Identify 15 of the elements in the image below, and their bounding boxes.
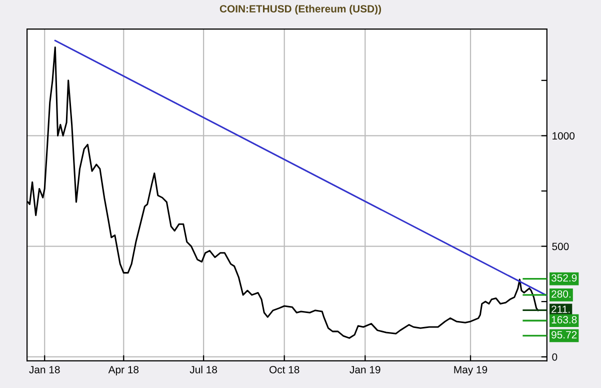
y-tick-label: 500 (552, 242, 569, 250)
y-tick-label: 1000 (552, 132, 575, 140)
ref-line-label: 352.9 (551, 274, 577, 282)
ref-line-label: 211. (552, 306, 570, 313)
x-tick-label: Jan 18 (29, 366, 60, 374)
x-tick-label: Jul 18 (190, 366, 217, 374)
ref-line-label: 95.72 (552, 331, 577, 338)
y-tick-label: 0 (552, 353, 558, 361)
ref-line-label: 163.8 (552, 316, 577, 324)
x-tick-label: Jan 19 (350, 366, 380, 374)
ref-line-label: 280. (552, 290, 570, 298)
x-tick-label: May 19 (454, 366, 488, 376)
chart-title: COIN:ETHUSD (Ethereum (USD)) (220, 4, 381, 15)
x-tick-label: Apr 18 (108, 366, 139, 376)
x-tick-label: Oct 18 (269, 366, 300, 374)
